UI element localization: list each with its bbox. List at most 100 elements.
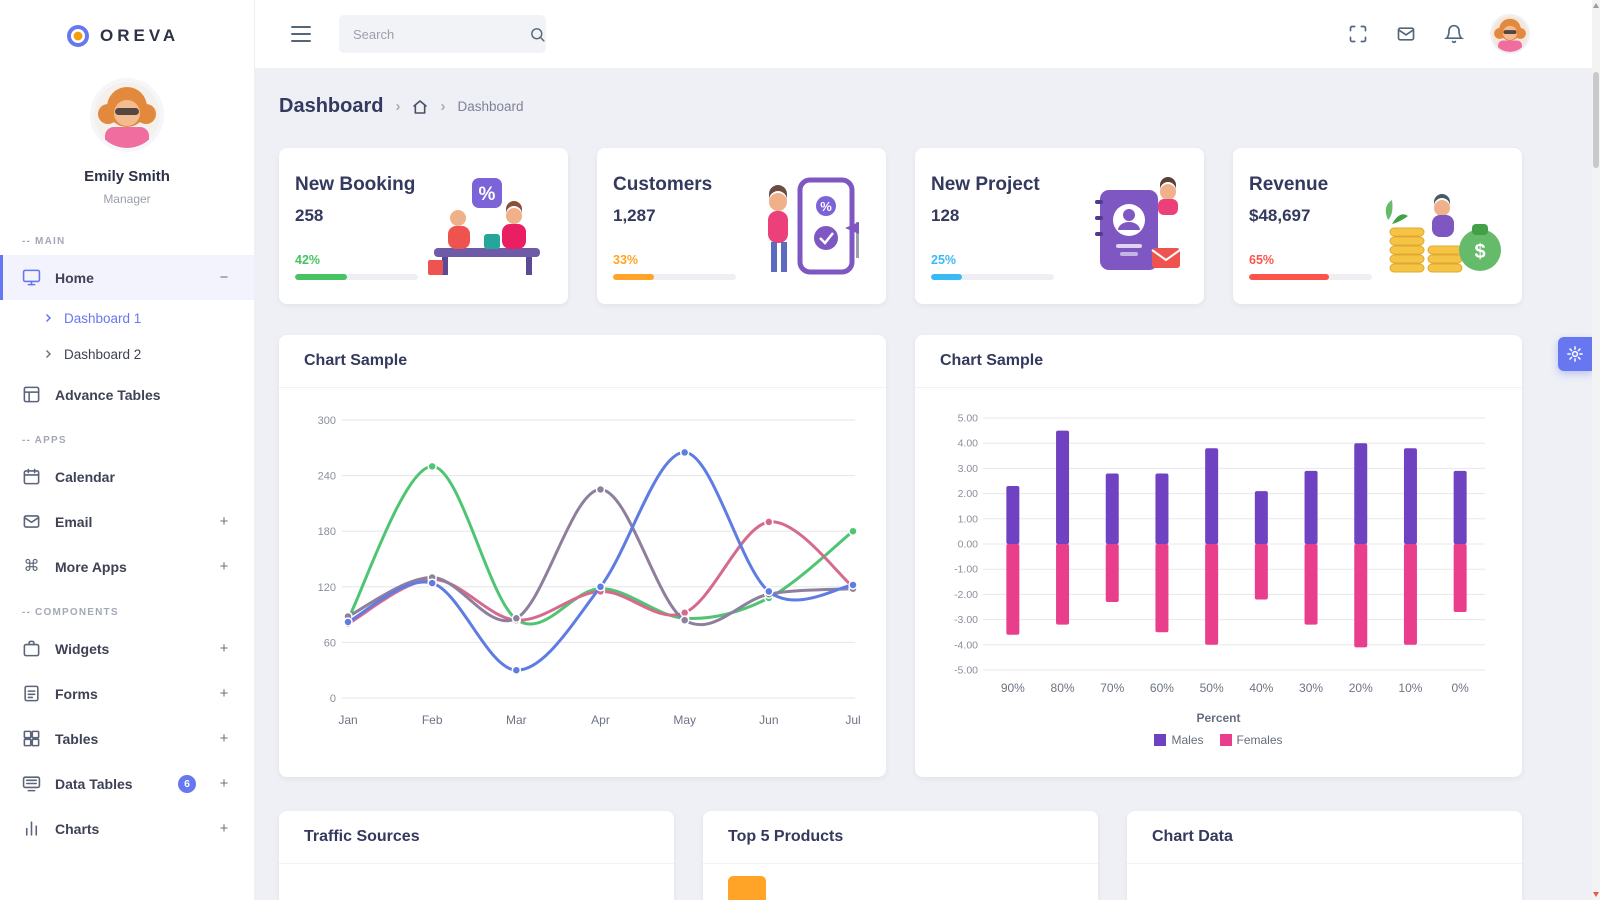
sidebar-item-email[interactable]: Email +: [0, 499, 254, 544]
gear-icon: [1567, 346, 1583, 362]
bell-icon[interactable]: [1444, 24, 1464, 44]
avatar[interactable]: [1492, 16, 1528, 52]
svg-text:Jan: Jan: [338, 713, 357, 727]
charts-row: Chart Sample 300 240 180 120 60 0 Jan Feb Mar Apr…: [279, 335, 1523, 777]
sidebar-item-label: Home: [55, 269, 94, 286]
bottom-row: Traffic Sources Top 5 Products Chart Dat…: [279, 811, 1523, 900]
search-input[interactable]: [353, 26, 529, 42]
line-chart: 300 240 180 120 60 0 Jan Feb Mar Apr May Jun Jul: [304, 402, 861, 742]
svg-text:40%: 40%: [1249, 681, 1273, 695]
sidebar-item-home[interactable]: Home −: [0, 255, 254, 300]
menu-section-main: -- MAIN: [22, 236, 66, 247]
expand-plus-icon[interactable]: +: [219, 730, 229, 747]
legend-item-males[interactable]: Males: [1154, 733, 1204, 747]
svg-text:120: 120: [318, 582, 336, 594]
form-icon: [22, 684, 41, 703]
expand-plus-icon[interactable]: +: [219, 820, 229, 837]
home-submenu: Dashboard 1 Dashboard 2: [0, 300, 254, 372]
svg-text:20%: 20%: [1349, 681, 1373, 695]
stat-percent: 33%: [613, 253, 639, 267]
scroll-up-arrow-icon[interactable]: [1593, 3, 1599, 8]
page-title: Dashboard: [279, 95, 384, 117]
scrollbar-thumb[interactable]: [1593, 72, 1599, 168]
expand-plus-icon[interactable]: +: [219, 685, 229, 702]
sidebar-item-label: Email: [55, 513, 93, 530]
phone-shopping-illustration: %: [744, 176, 866, 280]
stat-percent: 25%: [931, 253, 957, 267]
expand-plus-icon[interactable]: +: [219, 775, 229, 792]
page-content: Dashboard › › Dashboard New Booking 258 …: [255, 68, 1600, 900]
top-products-card: Top 5 Products: [703, 811, 1098, 900]
svg-text:0.00: 0.00: [958, 539, 979, 551]
stat-title: New Booking: [295, 174, 416, 195]
sidebar-item-forms[interactable]: Forms +: [0, 671, 254, 716]
legend-item-females[interactable]: Females: [1219, 733, 1283, 747]
user-name: Emily Smith: [84, 168, 170, 185]
sidebar-item-advance-tables[interactable]: Advance Tables: [0, 372, 254, 417]
progress-bar: [295, 274, 418, 280]
sidebar-item-label: Calendar: [55, 468, 115, 485]
menu-section-apps: -- APPS: [22, 435, 67, 446]
stats-row: New Booking 258 42% %: [279, 148, 1523, 304]
svg-text:$: $: [1474, 241, 1485, 263]
sidebar-item-more-apps[interactable]: ⌘ More Apps +: [0, 544, 254, 589]
sidebar-item-dashboard1[interactable]: Dashboard 1: [0, 300, 254, 336]
card-title: Chart Sample: [304, 352, 408, 369]
svg-text:Apr: Apr: [591, 713, 610, 727]
product-thumbnail: [728, 876, 766, 900]
user-profile: Emily Smith Manager: [0, 82, 254, 206]
scrollbar[interactable]: [1592, 0, 1600, 900]
sidebar-item-dashboard2[interactable]: Dashboard 2: [0, 336, 254, 372]
brand[interactable]: OREVA: [0, 0, 254, 48]
svg-text:240: 240: [318, 471, 336, 483]
command-icon: ⌘: [23, 558, 40, 575]
svg-text:60%: 60%: [1150, 681, 1174, 695]
expand-plus-icon[interactable]: +: [219, 558, 229, 575]
svg-text:-1.00: -1.00: [954, 564, 978, 576]
sidebar-item-calendar[interactable]: Calendar: [0, 454, 254, 499]
card-title: Chart Sample: [940, 352, 1044, 369]
x-axis-label: Percent: [1196, 711, 1241, 725]
expand-plus-icon[interactable]: +: [219, 513, 229, 530]
stat-card-customers: Customers 1,287 33% %: [597, 148, 886, 304]
fullscreen-icon[interactable]: [1348, 24, 1368, 44]
calendar-icon: [22, 467, 41, 486]
search-icon[interactable]: [529, 26, 546, 43]
svg-text:80%: 80%: [1051, 681, 1075, 695]
sidebar-item-widgets[interactable]: Widgets +: [0, 626, 254, 671]
collapse-minus-icon[interactable]: −: [219, 269, 229, 286]
sidebar-item-label: Tables: [55, 730, 99, 747]
expand-plus-icon[interactable]: +: [219, 640, 229, 657]
stat-value: 128: [931, 206, 960, 225]
sidebar-item-charts[interactable]: Charts +: [0, 806, 254, 851]
svg-text:May: May: [673, 713, 696, 727]
hamburger-icon[interactable]: [291, 26, 311, 42]
card-title: Top 5 Products: [728, 828, 844, 845]
sidebar-item-label: Widgets: [55, 640, 110, 657]
settings-gear-button[interactable]: [1558, 337, 1592, 371]
scroll-down-arrow-icon[interactable]: [1593, 892, 1599, 897]
card-header: Traffic Sources: [279, 811, 674, 864]
legend-swatch: [1219, 734, 1232, 746]
breadcrumb: Dashboard › › Dashboard: [279, 95, 1523, 118]
brand-logo-icon: [66, 24, 90, 48]
sidebar-item-tables[interactable]: Tables +: [0, 716, 254, 761]
svg-text:%: %: [479, 184, 496, 205]
monitor-icon: [22, 268, 41, 287]
sidebar-item-data-tables[interactable]: Data Tables 6 +: [0, 761, 254, 806]
home-icon[interactable]: [412, 99, 428, 115]
bar-chart-icon: [22, 819, 41, 838]
card-title: Chart Data: [1152, 828, 1233, 845]
data-tables-badge: 6: [178, 774, 196, 793]
legend-label: Males: [1171, 733, 1204, 747]
stat-value: 258: [295, 206, 324, 225]
user-role: Manager: [103, 192, 151, 206]
mail-icon[interactable]: [1396, 24, 1416, 44]
user-avatar[interactable]: [94, 82, 160, 148]
breadcrumb-current[interactable]: Dashboard: [457, 99, 524, 114]
sidebar-item-label: Forms: [55, 685, 98, 702]
stat-value: $48,697: [1249, 206, 1311, 225]
svg-text:-3.00: -3.00: [954, 614, 978, 626]
progress-bar: [1249, 274, 1372, 280]
stat-value: 1,287: [613, 206, 656, 225]
